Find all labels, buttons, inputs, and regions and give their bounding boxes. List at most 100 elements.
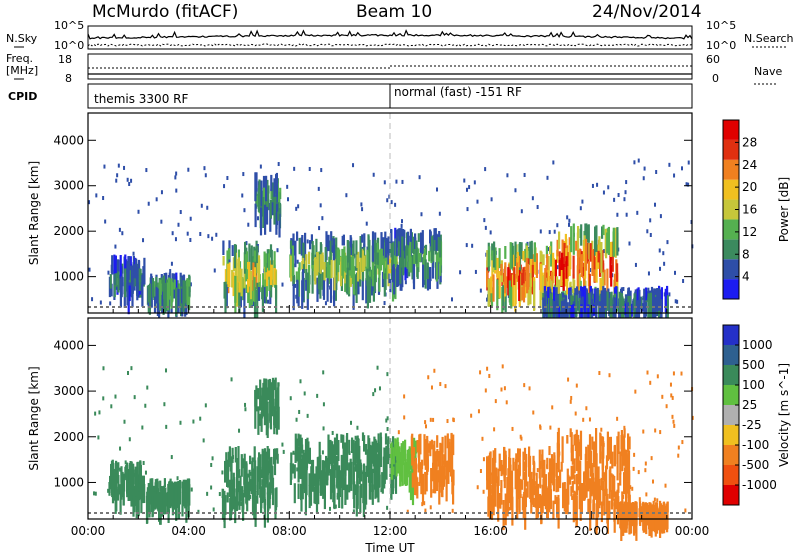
data-cell xyxy=(262,197,265,228)
scatter-cell xyxy=(637,470,640,475)
data-cell xyxy=(499,493,502,508)
data-cell xyxy=(554,495,557,505)
scatter-cell xyxy=(479,288,482,293)
data-cell xyxy=(431,236,434,262)
data-cell xyxy=(620,288,623,297)
data-cell xyxy=(585,461,588,492)
data-cell xyxy=(291,463,294,474)
scatter-cell xyxy=(685,182,688,187)
colorbar-segment xyxy=(723,139,739,160)
scatter-cell xyxy=(646,370,649,375)
y-tick-label: 2000 xyxy=(53,430,84,444)
data-cell xyxy=(522,275,526,303)
data-cell xyxy=(295,271,298,283)
scatter-cell xyxy=(429,505,432,510)
data-cell xyxy=(224,460,227,483)
scatter-cell xyxy=(163,402,166,407)
scatter-cell xyxy=(536,468,539,473)
data-cell xyxy=(517,473,520,493)
data-cell xyxy=(318,441,321,457)
data-cell xyxy=(602,260,605,283)
data-cell xyxy=(508,485,511,504)
data-cell xyxy=(566,302,569,332)
scatter-cell xyxy=(649,380,652,385)
scatter-cell xyxy=(137,209,140,214)
scatter-cell xyxy=(119,467,122,472)
data-cell xyxy=(417,233,420,242)
data-cell xyxy=(269,406,273,430)
nsearch-label: N.Search xyxy=(744,32,794,45)
scatter-cell xyxy=(378,386,381,391)
data-cell xyxy=(644,287,648,301)
data-cell xyxy=(544,477,547,507)
scatter-cell xyxy=(582,417,585,422)
data-cell xyxy=(544,290,547,317)
data-cell xyxy=(421,230,424,254)
data-cell xyxy=(249,455,252,465)
data-cell xyxy=(319,254,322,274)
scatter-region xyxy=(221,446,279,529)
data-cell xyxy=(616,263,619,282)
scatter-cell xyxy=(352,509,355,514)
data-cell xyxy=(380,232,383,259)
data-cell xyxy=(153,288,157,314)
data-cell xyxy=(307,251,311,264)
data-cell xyxy=(504,450,507,467)
data-cell xyxy=(341,235,344,246)
data-cell xyxy=(547,269,550,296)
data-cell xyxy=(412,447,415,470)
data-cell xyxy=(435,464,438,491)
data-cell xyxy=(530,481,533,494)
data-cell xyxy=(500,263,503,276)
data-cell xyxy=(234,496,237,524)
data-cell xyxy=(606,232,609,254)
cpid-mode-1: themis 3300 RF xyxy=(94,92,188,106)
data-cell xyxy=(405,471,409,486)
scatter-cell xyxy=(241,193,244,198)
data-cell xyxy=(500,480,503,492)
scatter-cell xyxy=(215,232,218,237)
data-cell xyxy=(126,272,129,294)
scatter-region xyxy=(289,231,397,311)
data-cell xyxy=(185,486,188,507)
data-cell xyxy=(579,280,582,290)
data-cell xyxy=(306,272,310,299)
data-cell xyxy=(253,287,257,318)
scatter-cell xyxy=(520,436,523,441)
data-cell xyxy=(253,446,256,462)
nave-label: Nave xyxy=(754,65,782,78)
scatter-cell xyxy=(681,166,684,171)
data-cell xyxy=(589,243,592,262)
data-cell xyxy=(414,233,417,249)
data-cell xyxy=(541,275,544,300)
data-cell xyxy=(503,472,506,482)
data-cell xyxy=(262,175,266,189)
data-cell xyxy=(616,436,619,465)
data-cell xyxy=(589,450,593,477)
data-cell xyxy=(644,302,647,311)
scatter-region xyxy=(616,500,669,541)
data-cell xyxy=(275,205,279,226)
scatter-cell xyxy=(322,402,325,407)
data-cell xyxy=(273,178,276,201)
data-cell xyxy=(518,270,521,301)
scatter-region xyxy=(108,459,146,519)
x-tick-label: 12:00 xyxy=(373,524,408,538)
data-cell xyxy=(120,466,123,483)
data-cell xyxy=(415,440,418,454)
scatter-cell xyxy=(553,229,556,234)
data-cell xyxy=(525,257,528,288)
data-cell xyxy=(621,507,624,536)
colorbar-segment xyxy=(723,425,739,445)
data-cell xyxy=(488,246,491,267)
scatter-cell xyxy=(687,182,690,187)
y-axis-label: Slant Range [km] xyxy=(27,366,41,470)
scatter-cell xyxy=(659,430,662,435)
power-panel: 1000 2000 3000 4000 Slant Range [km] 28 24 20 16… xyxy=(27,112,791,336)
data-cell xyxy=(506,492,509,513)
data-cell xyxy=(128,285,131,301)
data-cell xyxy=(424,244,428,256)
scatter-region xyxy=(108,254,146,315)
scatter-cell xyxy=(672,371,675,376)
data-cell xyxy=(235,275,239,307)
